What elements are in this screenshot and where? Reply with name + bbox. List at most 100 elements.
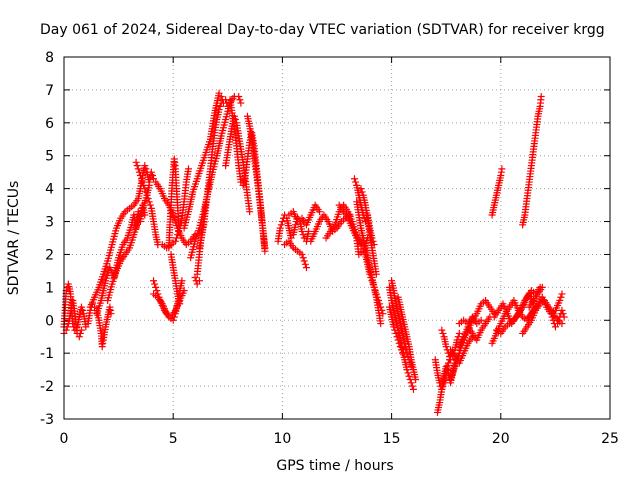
y-tick-label: 6 [45, 116, 54, 132]
data-point [246, 208, 254, 216]
data-point [75, 333, 83, 341]
data-point [438, 385, 446, 393]
data-point [548, 313, 556, 321]
y-tick-label: 2 [45, 247, 54, 263]
data-point [372, 290, 380, 298]
data-point [143, 191, 151, 199]
data-point [453, 336, 461, 344]
data-point [171, 237, 179, 245]
data-point [299, 254, 307, 262]
data-point [379, 310, 387, 318]
data-point [298, 227, 306, 235]
data-point [350, 175, 358, 183]
chart-title: Day 061 of 2024, Sidereal Day-to-day VTE… [40, 22, 605, 38]
data-point [172, 234, 180, 242]
data-point [556, 297, 564, 305]
data-point [148, 171, 156, 179]
x-tick-label: 15 [383, 431, 401, 447]
y-tick-label: 1 [45, 280, 54, 296]
data-point [138, 175, 146, 183]
data-point [371, 287, 379, 295]
data-point [176, 300, 184, 308]
data-point [276, 224, 284, 232]
y-tick-label: 3 [45, 215, 54, 231]
data-point [136, 171, 144, 179]
data-point [140, 181, 148, 189]
data-point [217, 99, 225, 107]
data-point [394, 336, 402, 344]
data-point [301, 260, 309, 268]
data-point [391, 326, 399, 334]
data-point [366, 270, 374, 278]
grid-lines [64, 57, 610, 419]
data-point [63, 323, 71, 331]
data-point [302, 264, 310, 272]
data-point [402, 343, 410, 351]
data-point [352, 178, 360, 186]
data-point [150, 277, 158, 285]
data-point [393, 333, 401, 341]
data-point [438, 326, 446, 334]
x-tick-label: 5 [169, 431, 178, 447]
axis-ticks: 0 5 10 15 20 25 -3 -2 -1 0 1 2 3 4 5 6 7 8 [40, 50, 619, 447]
data-point [175, 227, 183, 235]
data-point [202, 201, 210, 209]
data-point [409, 385, 417, 393]
data-point [146, 201, 154, 209]
data-point [180, 287, 188, 295]
data-point [277, 221, 285, 229]
data-point [404, 369, 412, 377]
y-tick-label: 7 [45, 83, 54, 99]
data-point [403, 366, 411, 374]
data-point [498, 165, 506, 173]
data-point [370, 283, 378, 291]
data-points [60, 89, 568, 416]
data-point [378, 306, 386, 314]
data-point [372, 270, 380, 278]
data-point [408, 382, 416, 390]
data-point [300, 257, 308, 265]
y-tick-label: -3 [40, 412, 54, 428]
data-point [195, 277, 203, 285]
x-axis-label: GPS time / hours [276, 458, 393, 474]
data-point [555, 316, 563, 324]
data-point [369, 280, 377, 288]
data-point [144, 195, 152, 203]
data-point [147, 168, 155, 176]
data-point [316, 208, 324, 216]
data-point [261, 247, 269, 255]
data-point [439, 329, 447, 337]
data-point [132, 158, 140, 166]
x-tick-label: 25 [601, 431, 619, 447]
plot-frame [63, 56, 611, 420]
x-tick-label: 20 [492, 431, 510, 447]
data-point [558, 306, 566, 314]
data-point [77, 326, 85, 334]
data-point [392, 329, 400, 337]
data-point [135, 168, 143, 176]
data-point [377, 320, 385, 328]
data-point [175, 221, 183, 229]
data-point [237, 99, 245, 107]
y-tick-label: 8 [45, 50, 54, 66]
data-point [299, 231, 307, 239]
data-point [538, 283, 546, 291]
data-point [141, 162, 149, 170]
data-point [141, 211, 149, 219]
y-tick-label: 5 [45, 149, 54, 165]
data-point [133, 162, 141, 170]
data-point [178, 277, 186, 285]
data-point [278, 218, 286, 226]
data-point [403, 346, 411, 354]
x-tick-label: 0 [60, 431, 69, 447]
data-point [184, 165, 192, 173]
data-point [439, 382, 447, 390]
data-point [367, 273, 375, 281]
data-point [357, 185, 365, 193]
y-tick-label: 4 [45, 182, 54, 198]
data-point [377, 303, 385, 311]
data-point [390, 323, 398, 331]
data-point [107, 310, 115, 318]
data-point [559, 310, 567, 318]
data-point [216, 102, 224, 110]
